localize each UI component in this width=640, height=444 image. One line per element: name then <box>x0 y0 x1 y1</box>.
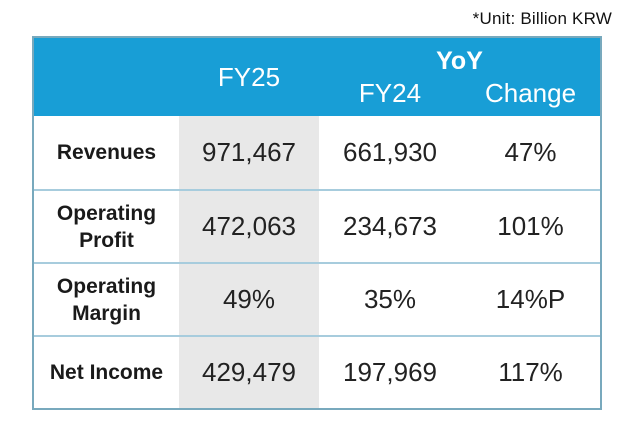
financial-results-table: FY25 YoY FY24 Change Revenues 971,467 66… <box>32 36 602 410</box>
row-label: Operating Profit <box>56 201 157 252</box>
table-row-revenues: Revenues 971,467 661,930 47% <box>34 116 600 189</box>
header-change: Change <box>484 77 577 108</box>
header-yoy: YoY <box>436 47 483 75</box>
header-yoy-group: YoY FY24 Change <box>319 38 600 116</box>
header-yoy-subrow: FY24 Change <box>319 74 600 116</box>
row-label: Operating Margin <box>56 274 157 325</box>
table-header-row: FY25 YoY FY24 Change <box>34 38 600 116</box>
cell-fy24: 197,969 <box>343 357 437 387</box>
row-label: Revenues <box>56 141 157 164</box>
cell-fy25: 472,063 <box>179 191 319 262</box>
cell-fy24: 234,673 <box>343 211 437 241</box>
cell-fy25: 49% <box>179 264 319 335</box>
cell-fy25: 971,467 <box>179 116 319 189</box>
cell-change: 117% <box>498 357 563 387</box>
header-fy24: FY24 <box>358 77 422 108</box>
header-fy25: FY25 <box>217 61 281 92</box>
header-empty-cell <box>34 38 179 116</box>
unit-note: *Unit: Billion KRW <box>472 9 612 28</box>
table-row-net-income: Net Income 429,479 197,969 117% <box>34 335 600 408</box>
cell-fy24: 35% <box>363 284 417 314</box>
table-row-operating-margin: Operating Margin 49% 35% 14%P <box>34 262 600 335</box>
cell-fy25: 429,479 <box>179 337 319 408</box>
cell-change: 47% <box>504 137 557 167</box>
cell-change: 101% <box>497 211 564 241</box>
row-label: Net Income <box>49 361 164 384</box>
cell-change: 14%P <box>495 284 566 314</box>
table-row-operating-profit: Operating Profit 472,063 234,673 101% <box>34 189 600 262</box>
cell-fy24: 661,930 <box>343 137 437 167</box>
